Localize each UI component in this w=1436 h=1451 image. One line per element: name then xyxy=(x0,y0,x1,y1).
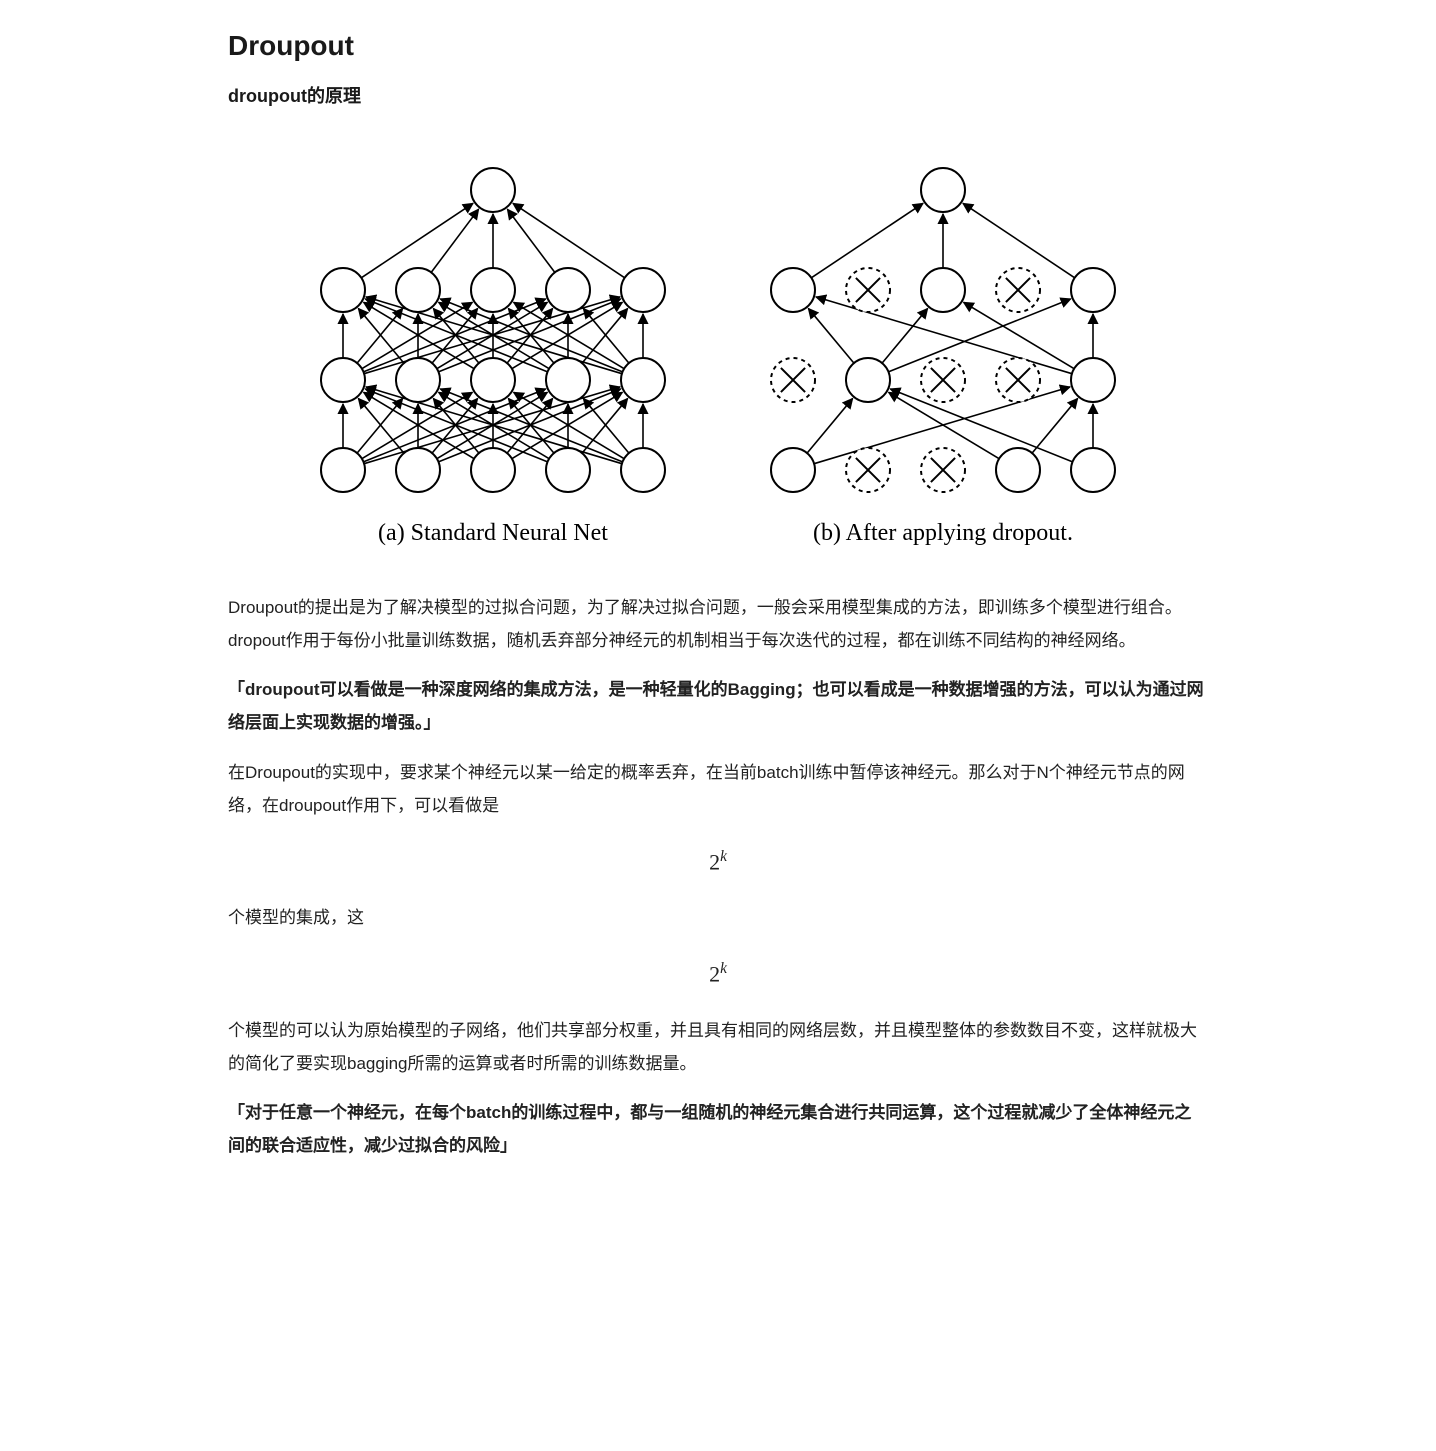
formula-1-exp: k xyxy=(720,848,727,865)
formula-2-base: 2 xyxy=(709,962,720,987)
paragraph-explain: 在Droupout的实现中，要求某个神经元以某一给定的概率丢弃，在当前batch… xyxy=(228,756,1208,822)
paragraph-highlight-2: 「对于任意一个神经元，在每个batch的训练过程中，都与一组随机的神经元集合进行… xyxy=(228,1096,1208,1162)
paragraph-highlight-1: 「droupout可以看做是一种深度网络的集成方法，是一种轻量化的Bagging… xyxy=(228,673,1208,739)
formula-1: 2k xyxy=(228,848,1208,875)
section-subtitle: droupout的原理 xyxy=(228,82,1208,108)
standard-neural-net-diagram xyxy=(293,150,693,510)
paragraph-subnet: 个模型的可以认为原始模型的子网络，他们共享部分权重，并且具有相同的网络层数，并且… xyxy=(228,1014,1208,1080)
page-title: Droupout xyxy=(228,30,1208,62)
formula-2-exp: k xyxy=(720,960,727,977)
networks-row: (a) Standard Neural Net (b) After applyi… xyxy=(288,150,1148,547)
formula-1-base: 2 xyxy=(709,849,720,874)
caption-a: (a) Standard Neural Net xyxy=(378,520,608,547)
network-b-column: (b) After applying dropout. xyxy=(738,150,1148,547)
network-a-column: (a) Standard Neural Net xyxy=(288,150,698,547)
caption-b: (b) After applying dropout. xyxy=(813,520,1073,547)
document-page: Droupout droupout的原理 (a) Standard Neural… xyxy=(178,0,1258,1238)
figure-container: (a) Standard Neural Net (b) After applyi… xyxy=(228,132,1208,561)
formula-2: 2k xyxy=(228,960,1208,987)
dropout-neural-net-diagram xyxy=(743,150,1143,510)
figure-card: (a) Standard Neural Net (b) After applyi… xyxy=(268,132,1168,561)
paragraph-intro: Droupout的提出是为了解决模型的过拟合问题，为了解决过拟合问题，一般会采用… xyxy=(228,591,1208,657)
paragraph-mid: 个模型的集成，这 xyxy=(228,901,1208,934)
